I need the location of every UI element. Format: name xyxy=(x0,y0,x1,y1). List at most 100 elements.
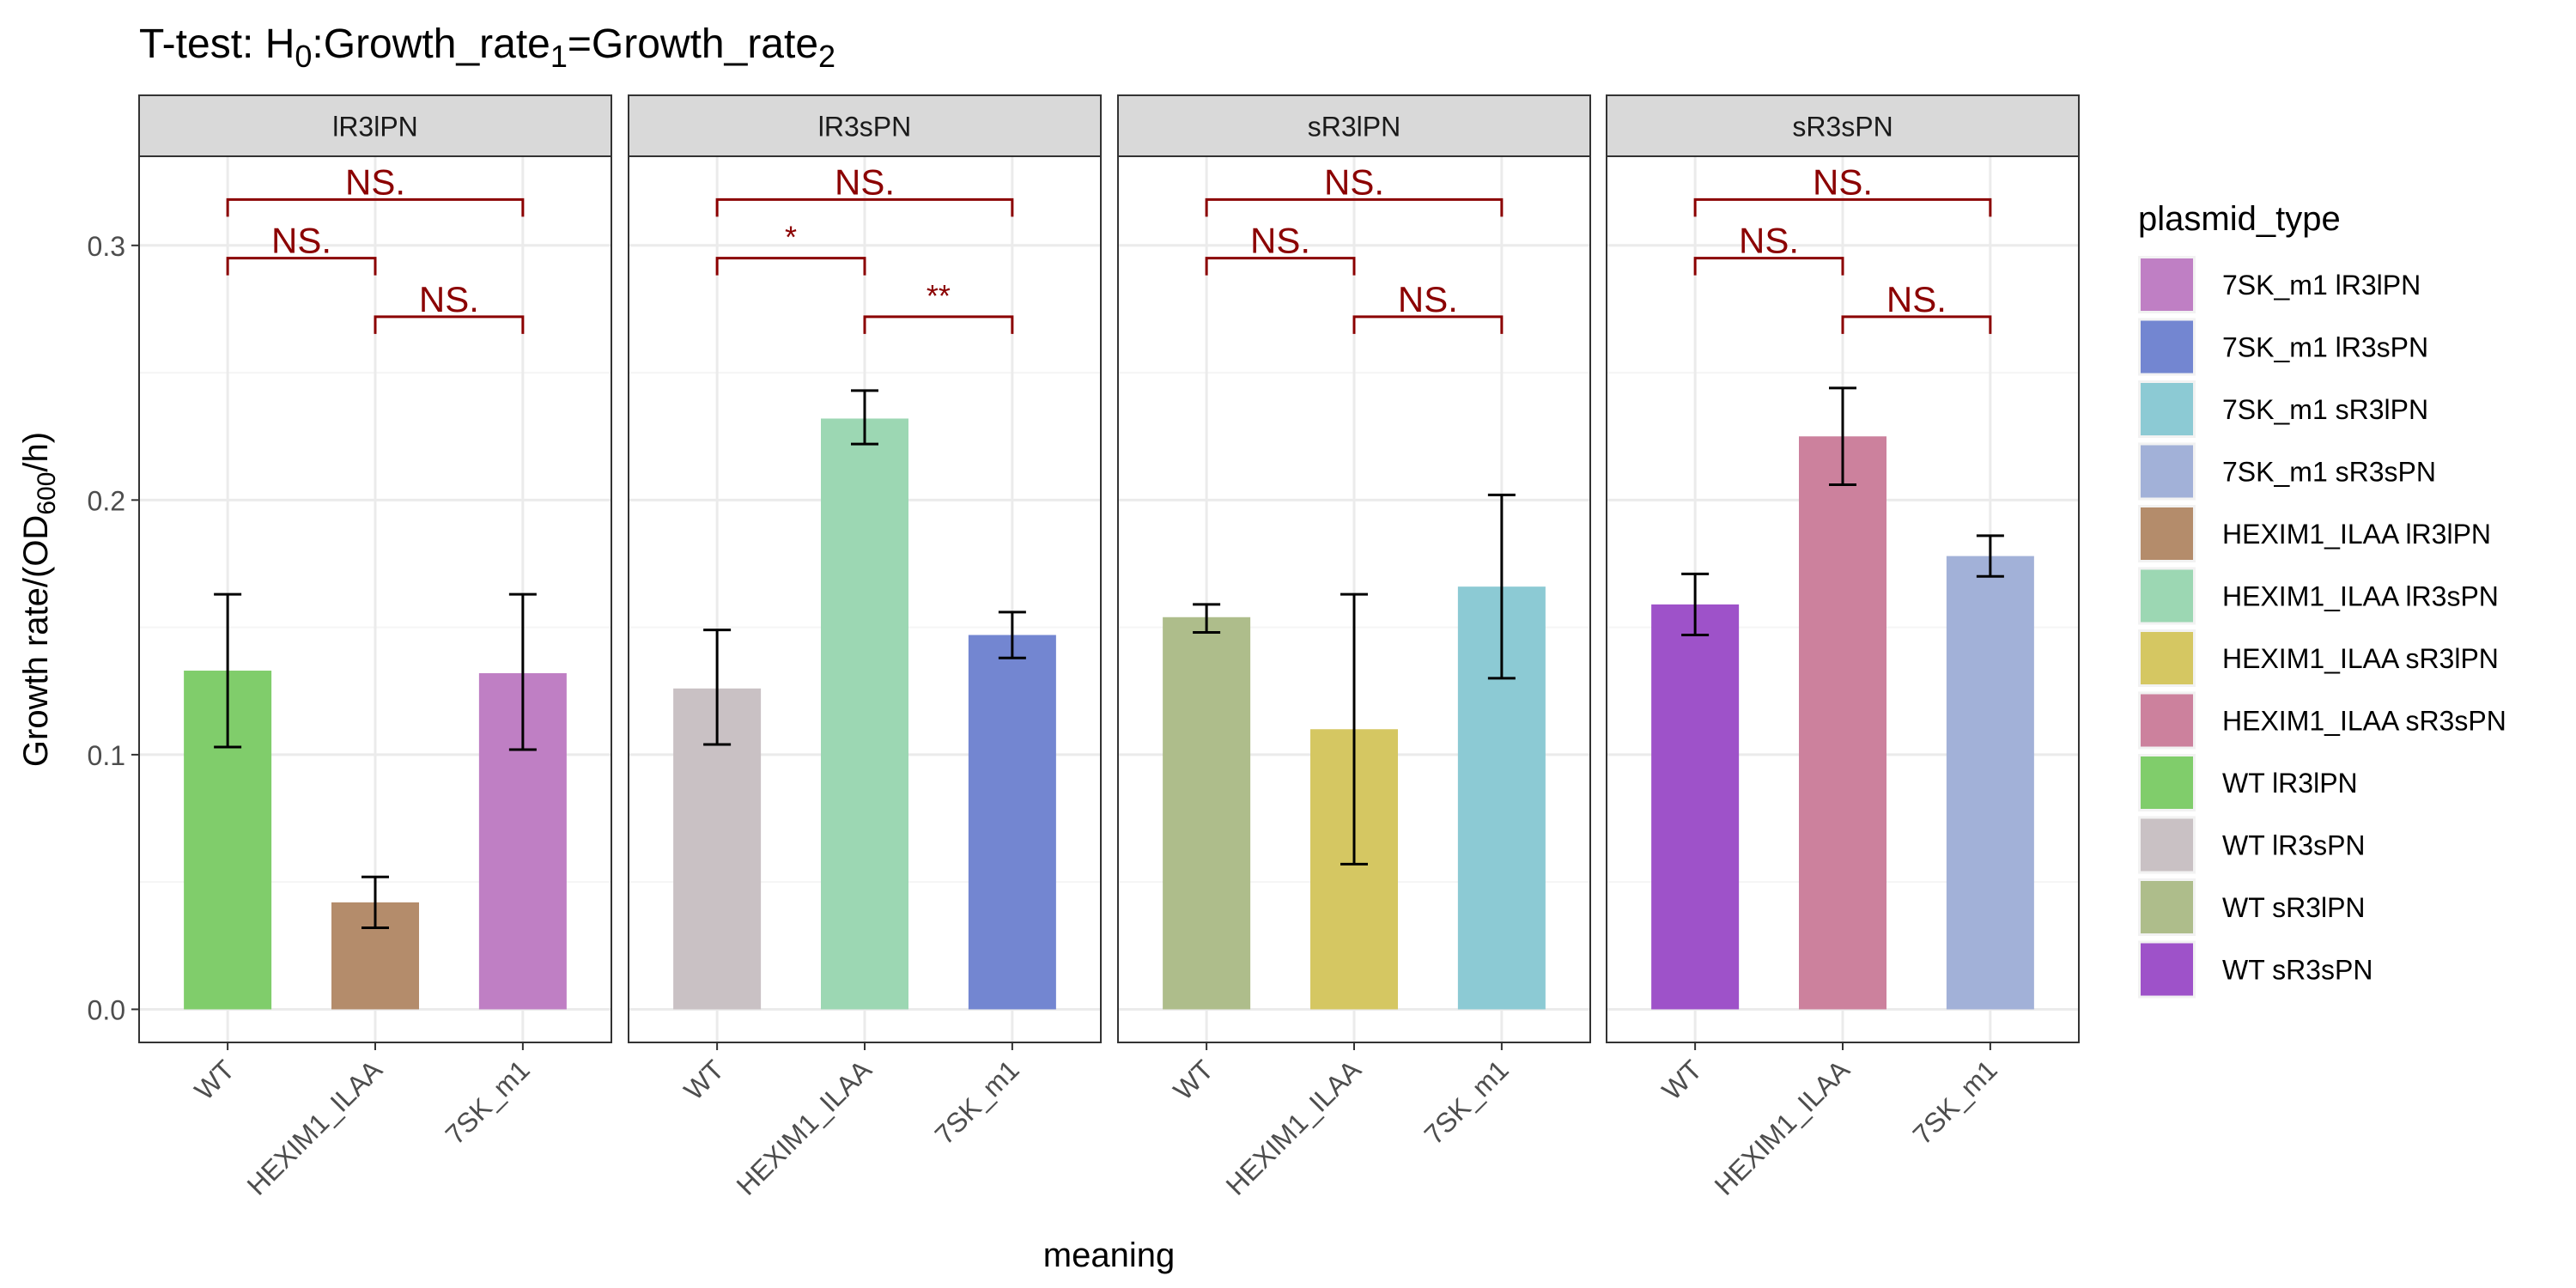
y-tick-label: 0.0 xyxy=(88,994,125,1025)
legend-swatch xyxy=(2141,383,2193,435)
text-segment: T-test: H xyxy=(139,21,295,67)
significance-bracket xyxy=(1205,197,1504,217)
legend-label: WT lR3lPN xyxy=(2222,768,2358,799)
y-tick-label: 0.2 xyxy=(88,485,125,516)
legend-swatch xyxy=(2141,881,2193,933)
facet-strip-label: lR3lPN xyxy=(332,112,418,143)
bar-7SK_m1 xyxy=(968,635,1056,1010)
error-bar xyxy=(214,592,242,749)
facet-strip-label: lR3sPN xyxy=(818,112,911,143)
facet-strip xyxy=(1606,94,2080,157)
y-tick-label: 0.3 xyxy=(88,231,125,262)
significance-label: * xyxy=(785,220,797,255)
significance-bracket xyxy=(863,315,1014,334)
subscript-text: 1 xyxy=(550,39,568,74)
legend-label: WT sR3sPN xyxy=(2222,955,2372,986)
legend-label: 7SK_m1 sR3sPN xyxy=(2222,457,2436,488)
subscript-text: 0 xyxy=(295,39,312,74)
chart-title-group: T-test: H0:Growth_rate1=Growth_rate2 xyxy=(139,21,835,74)
legend: plasmid_type 7SK_m1 lR3lPN 7SK_m1 lR3sPN 7S… xyxy=(2138,200,2506,999)
facet-strip-label: sR3sPN xyxy=(1792,112,1893,143)
facet-strip-label: sR3lPN xyxy=(1308,112,1400,143)
chart-title: T-test: H0:Growth_rate1=Growth_rate2 xyxy=(139,21,835,74)
significance-label: NS. xyxy=(271,221,331,261)
significance-label: NS. xyxy=(835,161,895,202)
significance-bracket xyxy=(1693,197,1992,217)
error-bar xyxy=(1681,572,1710,637)
y-tick-label: 0.1 xyxy=(88,740,125,771)
significance-label: NS. xyxy=(1739,221,1799,261)
y-axis-label: Growth rate/(OD600/h) xyxy=(17,432,61,767)
legend-item: HEXIM1_ILAA lR3sPN xyxy=(2138,567,2499,625)
significance-label: ** xyxy=(927,278,951,313)
error-bar xyxy=(998,611,1026,659)
legend-label: 7SK_m1 lR3sPN xyxy=(2222,332,2428,363)
text-segment: Growth rate/(OD xyxy=(17,515,55,767)
significance-bracket xyxy=(226,197,525,217)
y-axis-ticks: 0.0 0.1 0.2 0.3 xyxy=(88,231,139,1025)
y-axis-label-group: Growth rate/(OD600/h) xyxy=(17,432,61,767)
error-bar xyxy=(851,389,878,446)
subscript-text: 2 xyxy=(818,39,835,74)
significance-label: NS. xyxy=(419,279,479,319)
legend-item: WT sR3sPN xyxy=(2138,940,2372,999)
bar-HEXIM1_ILAA xyxy=(1799,436,1886,1010)
error-bar xyxy=(1193,603,1221,635)
legend-swatch xyxy=(2141,756,2193,809)
legend-item: HEXIM1_ILAA sR3lPN xyxy=(2138,629,2499,687)
legend-swatch xyxy=(2141,320,2193,374)
facet-strip xyxy=(628,94,1102,157)
facet-strip xyxy=(138,94,612,157)
significance-label: NS. xyxy=(345,161,405,202)
legend-swatch xyxy=(2141,694,2193,747)
legend-item: 7SK_m1 sR3sPN xyxy=(2138,442,2436,501)
legend-label: WT sR3lPN xyxy=(2222,892,2366,923)
facet-strip xyxy=(1117,94,1591,157)
bar-HEXIM1_ILAA xyxy=(821,418,908,1010)
legend-label: HEXIM1_ILAA lR3lPN xyxy=(2222,519,2491,550)
legend-swatch xyxy=(2141,569,2193,623)
error-bar xyxy=(361,875,389,930)
significance-bracket xyxy=(715,257,866,276)
legend-swatch xyxy=(2141,507,2193,560)
significance-bracket xyxy=(1205,257,1356,276)
error-bar xyxy=(1976,534,2004,578)
legend-label: 7SK_m1 lR3lPN xyxy=(2222,270,2421,301)
legend-item: 7SK_m1 lR3sPN xyxy=(2138,318,2428,376)
legend-label: 7SK_m1 sR3lPN xyxy=(2222,394,2428,425)
legend-item: 7SK_m1 lR3lPN xyxy=(2138,256,2421,313)
legend-item: HEXIM1_ILAA sR3sPN xyxy=(2138,691,2506,750)
legend-label: WT lR3sPN xyxy=(2222,830,2366,861)
x-axis-label-group: meaning xyxy=(1043,1236,1175,1274)
significance-label: NS. xyxy=(1886,279,1947,319)
legend-item: WT sR3lPN xyxy=(2138,878,2366,936)
error-bar xyxy=(1829,386,1856,487)
error-bar xyxy=(1487,493,1516,680)
legend-swatch xyxy=(2141,258,2193,311)
text-segment: /h) xyxy=(17,432,55,472)
significance-label: NS. xyxy=(1250,221,1310,261)
significance-bracket xyxy=(374,315,525,334)
legend-label: HEXIM1_ILAA sR3sPN xyxy=(2222,706,2506,737)
subscript-text: 600 xyxy=(33,472,61,515)
significance-bracket xyxy=(1352,315,1504,334)
legend-swatch xyxy=(2141,943,2193,996)
legend-swatch xyxy=(2141,818,2193,872)
significance-bracket xyxy=(1841,315,1992,334)
x-axis-label: meaning xyxy=(1043,1236,1175,1274)
error-bar xyxy=(703,629,732,746)
bar-7SK_m1 xyxy=(1946,556,2034,1010)
error-bar xyxy=(508,592,537,751)
legend-swatch xyxy=(2141,632,2193,684)
text-segment: =Growth_rate xyxy=(568,21,818,67)
significance-label: NS. xyxy=(1324,161,1384,202)
legend-item: 7SK_m1 sR3lPN xyxy=(2138,380,2428,438)
legend-item: HEXIM1_ILAA lR3lPN xyxy=(2138,505,2491,562)
legend-item: WT lR3sPN xyxy=(2138,816,2366,874)
significance-label: NS. xyxy=(1813,161,1873,202)
legend-title: plasmid_type xyxy=(2138,200,2341,238)
bar-WT xyxy=(1163,617,1251,1010)
bar-WT xyxy=(1651,604,1740,1010)
